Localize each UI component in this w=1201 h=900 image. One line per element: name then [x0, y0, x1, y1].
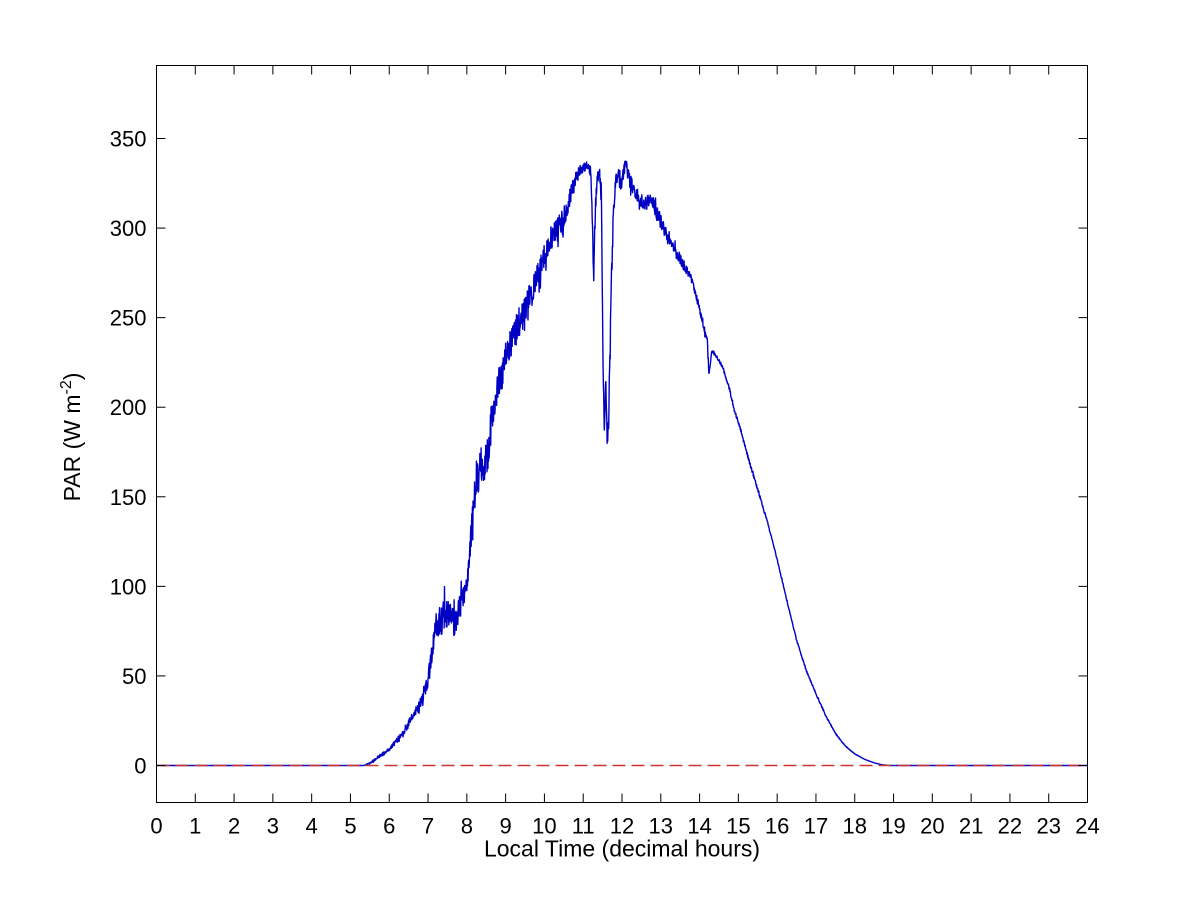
x-tick-label: 13 [649, 814, 673, 839]
y-tick-label: 0 [134, 754, 146, 779]
x-tick-label: 16 [765, 814, 789, 839]
x-tick-label: 7 [422, 814, 434, 839]
y-tick-label: 300 [110, 216, 147, 241]
x-tick-label: 6 [383, 814, 395, 839]
x-tick-label: 8 [461, 814, 473, 839]
x-tick-label: 12 [610, 814, 634, 839]
x-tick-label: 4 [306, 814, 318, 839]
x-tick-label: 21 [959, 814, 983, 839]
x-tick-label: 11 [572, 814, 595, 839]
tick-labels-layer: 0 1 2 3 4 5 6 7 8 9 10 11 12 13 14 15 16 17 18 19 20 21 22 23 24… [110, 127, 1100, 839]
x-tick-label: 18 [843, 814, 867, 839]
x-tick-label: 9 [500, 814, 512, 839]
x-tick-label: 3 [267, 814, 279, 839]
y-tick-label: 350 [110, 127, 147, 152]
y-tick-label: 150 [110, 485, 147, 510]
y-tick-label: 200 [110, 395, 147, 420]
par-series-line [156, 160, 1088, 767]
y-tick-label: 50 [122, 664, 146, 689]
y-axis-label-superscript: -2 [58, 380, 76, 395]
x-tick-label: 22 [998, 814, 1022, 839]
x-tick-label: 2 [228, 814, 240, 839]
x-tick-label: 24 [1075, 814, 1099, 839]
x-tick-label: 10 [532, 814, 556, 839]
x-tick-label: 23 [1036, 814, 1060, 839]
y-axis-label-text: PAR (W m [58, 394, 85, 502]
x-tick-label: 0 [150, 814, 162, 839]
x-tick-label: 15 [726, 814, 750, 839]
y-tick-label: 100 [110, 574, 147, 599]
x-axis-label: Local Time (decimal hours) [483, 835, 761, 862]
series-layer [156, 160, 1088, 767]
y-axis-label-close: ) [58, 372, 85, 381]
x-tick-label: 17 [804, 814, 828, 839]
x-tick-label: 14 [687, 814, 711, 839]
x-tick-label: 1 [189, 814, 201, 839]
x-tick-label: 20 [920, 814, 944, 839]
x-tick-label: 5 [344, 814, 356, 839]
x-tick-label: 19 [881, 814, 905, 839]
ticks-layer [156, 65, 1088, 803]
y-tick-label: 250 [110, 306, 147, 331]
y-axis-label: PAR (W m-2) [58, 373, 86, 502]
